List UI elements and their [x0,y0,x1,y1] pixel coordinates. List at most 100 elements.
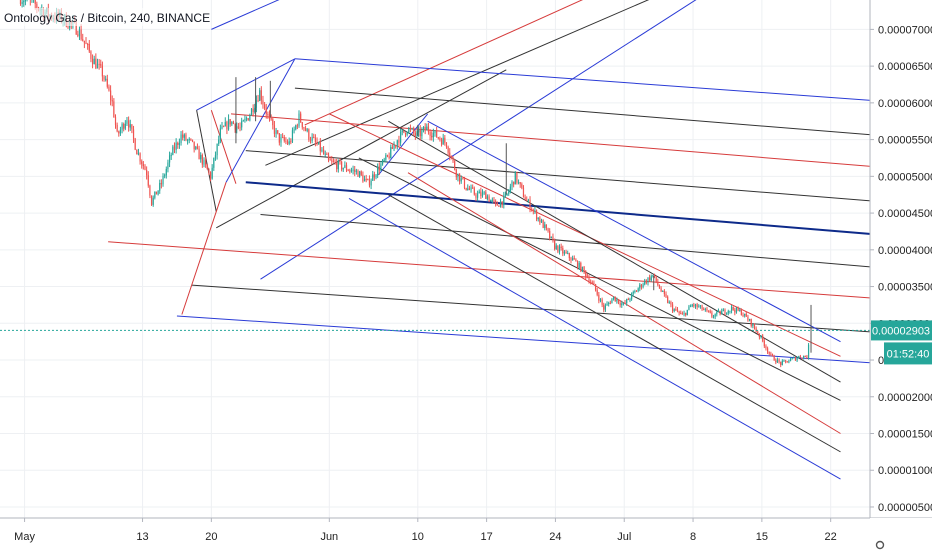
candle-body [445,142,448,147]
pitchfork-line [230,113,885,169]
candle-body [660,288,662,292]
candle-body [498,205,500,207]
candle-body [665,293,667,297]
last-price-label: 0.00002903 [872,325,930,337]
candle-body [442,137,444,145]
candle-body [411,128,413,130]
candle-body [768,352,770,354]
candle-body [337,160,339,170]
price-tick-label: 0.00001500 [878,429,932,441]
time-tick-label: 20 [205,531,217,543]
candle-body [480,191,482,197]
pitchfork-line [216,69,507,229]
candle-body [688,306,690,310]
price-axis[interactable]: 0.00007000 0.00006500 0.00006000 0.00005500… [869,0,932,518]
candle-body [183,134,185,138]
candle-body [388,156,390,158]
candle-body [476,193,479,198]
candle-body [663,290,665,294]
candle-body [342,167,344,170]
candle-body [596,290,598,295]
candle-body [522,187,525,198]
candle-body [395,145,397,147]
candle-body [506,193,508,195]
candle-body [367,178,369,180]
candle-body [309,139,312,141]
candle-body [324,153,326,155]
candle-body [164,175,166,177]
candle-body [521,184,523,188]
candle-body [303,127,305,129]
candle-body [357,170,359,177]
candle-body [339,160,341,162]
candle-body [714,314,716,317]
candle-body [304,128,307,131]
candle-body [716,311,718,315]
candle-body [742,314,744,316]
candle-body [234,123,236,130]
candle-body [21,1,23,4]
candle-body [218,139,220,144]
candle-body [719,310,721,315]
price-tick-label: 0.00004500 [878,208,932,220]
candle-body [599,299,602,301]
candle-body [726,313,728,315]
candle-body [740,309,742,315]
candle-body [458,173,461,182]
candle-body [232,121,235,124]
candle-body [404,132,407,135]
candle-body [239,127,241,129]
candle-body [116,124,118,132]
candle-body [195,146,197,150]
candle-body [537,217,539,220]
time-axis[interactable]: May 13 20 Jun 10 17 24 Jul 8 15 22 [0,517,932,550]
time-tick-label: Jul [617,531,631,543]
pitchfork-drawings[interactable] [108,0,885,480]
candle-body [383,159,385,161]
candle-body [539,217,541,223]
candle-body [329,159,331,161]
candle-body [103,76,105,80]
candle-body [398,140,400,143]
candle-body [300,113,302,123]
candle-body [277,130,279,134]
candle-body [416,132,418,136]
candle-body [704,308,706,310]
chart-settings-button[interactable] [870,518,932,550]
pitchfork-line [388,194,841,453]
candle-body [152,197,154,205]
candle-body [36,3,38,8]
candle-body [244,118,246,121]
candle-body [671,304,674,312]
candle-body [109,90,112,101]
candle-body [226,122,228,130]
pitchfork-line [294,87,885,137]
candle-body [799,356,801,358]
candle-body [365,178,367,180]
candle-body [542,220,544,228]
candle-body [385,155,387,160]
candle-body [168,155,171,163]
candle-body [87,44,89,46]
candle-body [85,42,87,45]
candle-body [590,282,592,284]
candle-body [341,161,343,170]
candle-body [514,171,516,185]
candle-body [359,171,361,177]
candle-body [437,137,439,139]
time-axis-background [0,518,870,550]
candle-body [142,164,144,167]
candle-body [137,153,140,155]
candle-body [236,126,238,130]
candle-body [709,311,711,313]
candle-body [460,178,462,182]
candle-body [470,187,472,190]
candle-body [332,160,335,162]
candle-body [462,178,464,180]
symbol-legend[interactable]: Ontology Gas / Bitcoin, 240, BINANCE [0,8,210,26]
candle-body [699,305,702,307]
candle-body [231,121,233,125]
pitchfork-line [348,197,841,480]
candle-body [368,179,371,186]
